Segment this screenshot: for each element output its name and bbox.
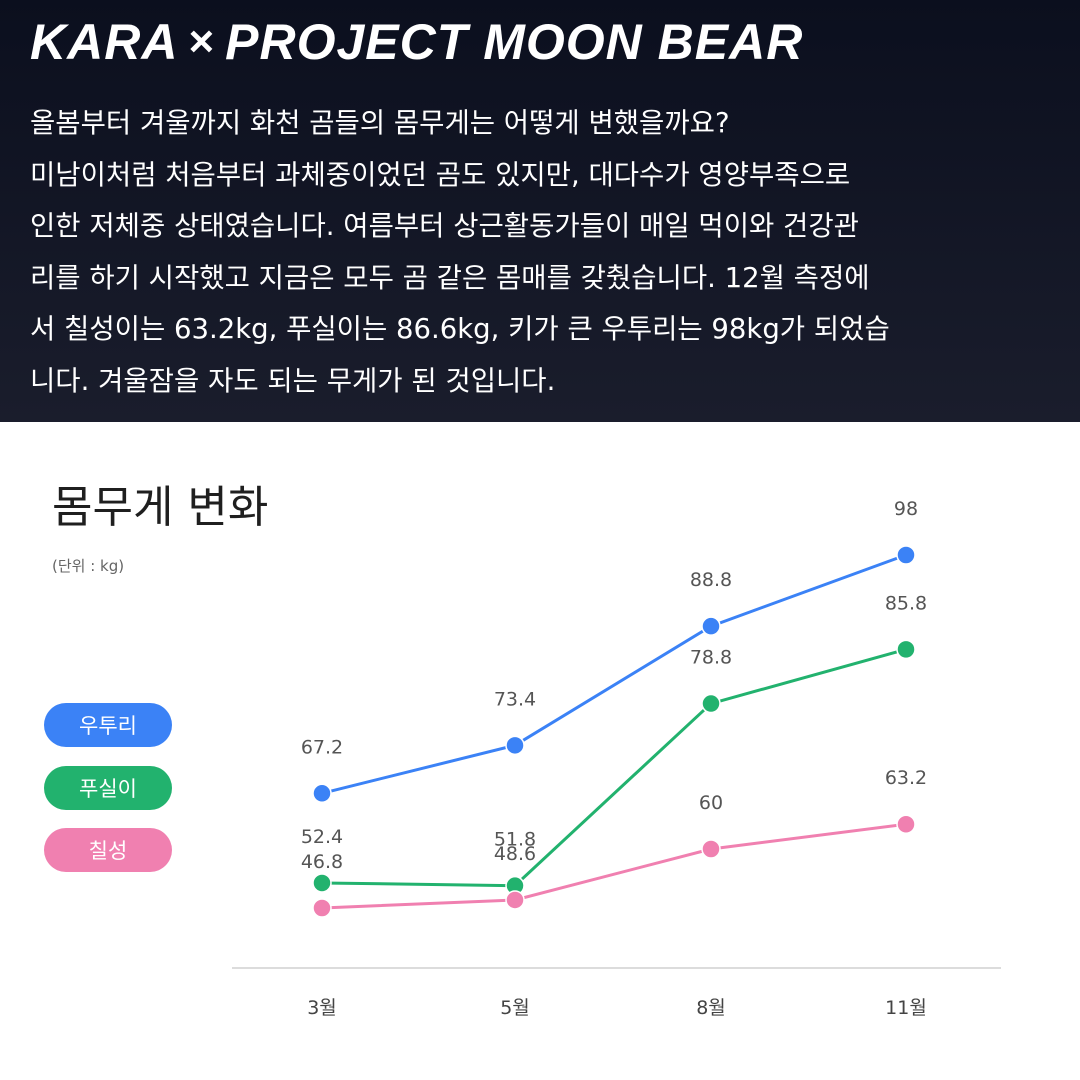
data-label: 48.6 (494, 843, 536, 865)
story-line: 리를 하기 시작했고 지금은 모두 곰 같은 몸매를 갖췄습니다. 12월 측정… (30, 261, 870, 294)
data-label: 52.4 (301, 826, 343, 848)
series-line (321, 647, 907, 888)
data-label: 88.8 (690, 569, 732, 591)
story-line: 서 칠성이는 63.2kg, 푸실이는 86.6kg, 키가 큰 우투리는 98… (30, 313, 890, 345)
data-point (312, 898, 332, 918)
data-point (312, 783, 332, 804)
x-tick-label: 8월 (696, 997, 726, 1019)
series-line (321, 553, 907, 795)
series-line (321, 822, 907, 910)
legend-chilseong: 칠성 (44, 828, 172, 872)
data-point (701, 839, 721, 859)
brand-project: PROJECT MOON BEAR (225, 14, 804, 70)
data-label: 60 (699, 792, 723, 814)
header-banner: KARA × PROJECT MOON BEAR 올봄부터 겨울까지 화천 곰들… (0, 0, 1080, 422)
data-point (896, 639, 916, 660)
brand-separator: × (188, 17, 216, 66)
x-tick-label: 5월 (500, 997, 530, 1019)
data-label: 63.2 (885, 767, 927, 789)
story-line: 올봄부터 겨울까지 화천 곰들의 몸무게는 어떻게 변했을까요? (30, 107, 730, 139)
data-label: 98 (894, 498, 918, 520)
data-label: 73.4 (494, 688, 536, 710)
data-point (505, 890, 525, 910)
x-tick-label: 11월 (885, 997, 927, 1019)
data-point (701, 693, 721, 714)
brand-kara: KARA (30, 14, 179, 70)
unit-label: (단위 : kg) (52, 557, 125, 575)
data-point (312, 873, 332, 893)
data-label: 78.8 (690, 647, 732, 669)
legend-pusil: 푸실이 (44, 766, 172, 810)
x-tick-label: 3월 (307, 997, 337, 1019)
data-label: 67.2 (301, 736, 343, 758)
legend-utouri: 우투리 (44, 703, 172, 747)
data-label: 46.8 (301, 851, 343, 873)
data-point (896, 814, 916, 834)
story-line: 인한 저체중 상태였습니다. 여름부터 상근활동가들이 매일 먹이와 건강관 (30, 210, 859, 242)
data-label: 85.8 (885, 592, 927, 614)
story-line: 니다. 겨울잠을 자도 되는 무게가 된 것입니다. (30, 364, 556, 397)
chart-title: 몸무게 변화 (52, 482, 269, 533)
data-point (701, 616, 721, 636)
data-point (896, 545, 916, 565)
story-line: 미남이처럼 처음부터 과체중이었던 곰도 있지만, 대다수가 영양부족으로 (30, 158, 851, 191)
data-label: 51.8 (494, 829, 536, 851)
story-paragraph: 올봄부터 겨울까지 화천 곰들의 몸무게는 어떻게 변했을까요? 미남이처럼 처… (30, 98, 1060, 407)
data-point (505, 735, 525, 756)
brand-title: KARA × PROJECT MOON BEAR (30, 12, 803, 72)
